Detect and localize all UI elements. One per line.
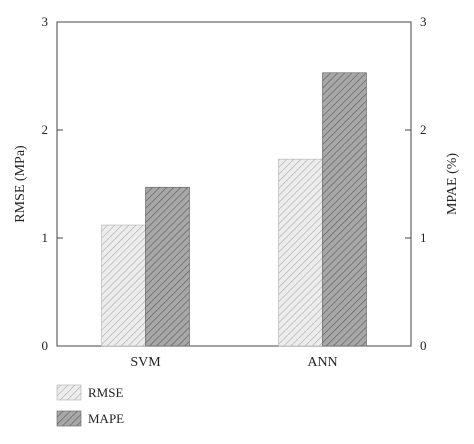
y2-axis-label: MPAE (%) [445,153,460,215]
legend-swatch-mape [56,410,82,427]
x-tick-label: ANN [307,355,337,370]
bar-rmse-svm [101,224,146,347]
y-tick-label: 2 [42,122,49,137]
plot-frame [56,21,412,347]
bar-rmse-ann [278,158,323,347]
right-axis-ticks: 0 1 2 3 [405,14,427,353]
y2-tick-label: 2 [420,122,427,137]
bar-series [101,72,367,347]
y2-tick-label: 3 [420,14,427,29]
category-labels: SVM ANN [130,355,337,370]
legend-label-mape: MAPE [88,411,124,426]
y-tick-label: 0 [42,338,49,353]
y2-tick-label: 0 [420,338,427,353]
y-tick-label: 1 [42,230,49,245]
legend-label-rmse: RMSE [88,385,123,400]
legend-swatch-rmse [56,384,82,401]
x-tick-label: SVM [130,355,161,370]
left-axis-ticks: 0 1 2 3 [42,14,63,353]
bar-mape-svm [145,186,190,347]
y-tick-label: 3 [42,14,49,29]
legend: RMSE MAPE [56,384,124,427]
y-axis-label: RMSE (MPa) [13,145,28,223]
y2-tick-label: 1 [420,230,427,245]
bar-mape-ann [322,72,367,347]
